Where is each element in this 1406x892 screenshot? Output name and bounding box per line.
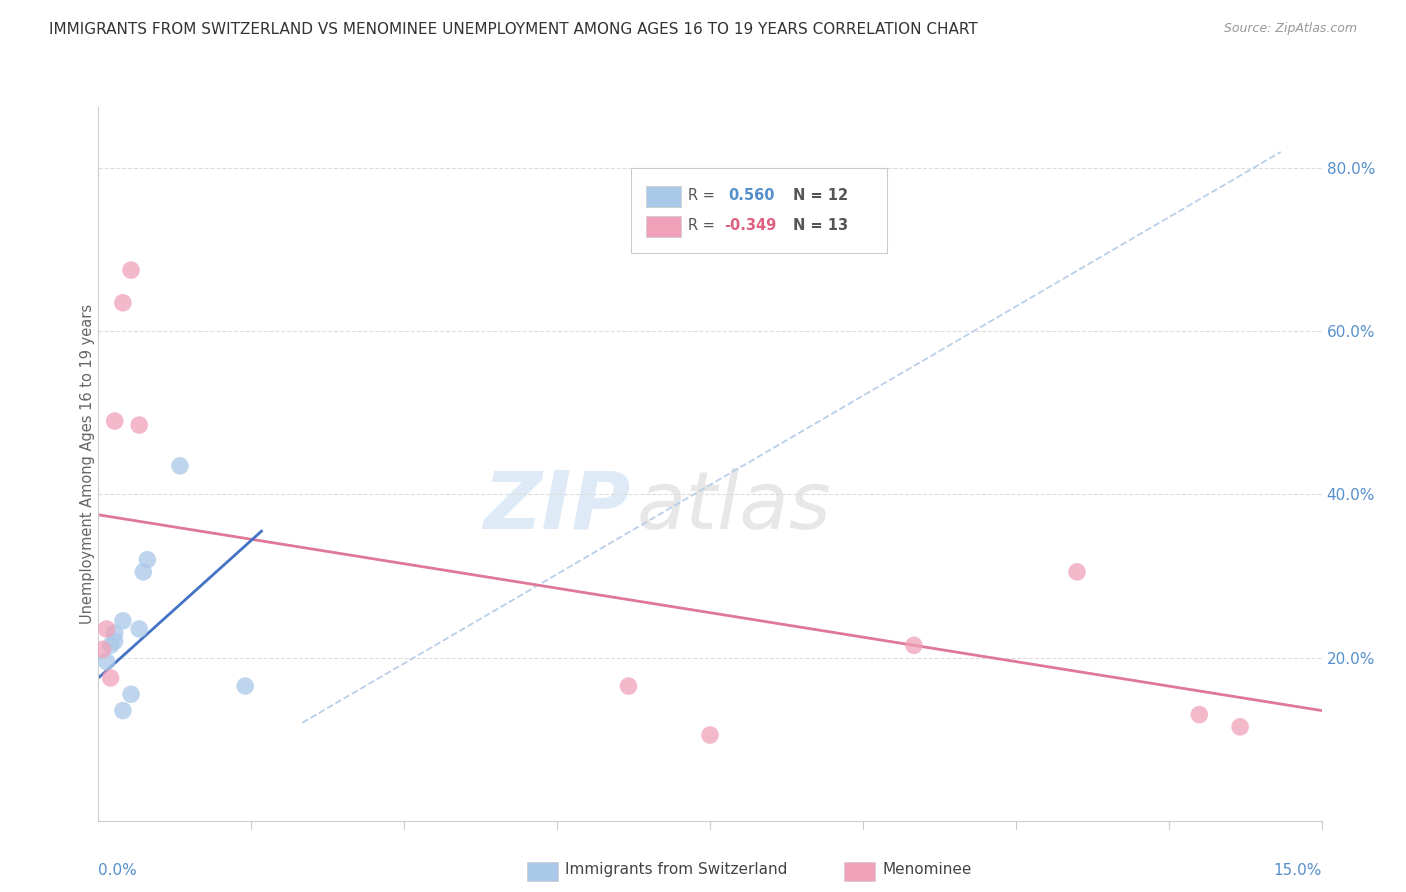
- Point: [233, 679, 256, 693]
- Point: [128, 622, 150, 636]
- Point: [120, 263, 142, 277]
- Point: [104, 414, 127, 428]
- FancyBboxPatch shape: [647, 186, 681, 207]
- Text: R =: R =: [688, 218, 720, 233]
- Text: atlas: atlas: [637, 467, 831, 546]
- Point: [91, 642, 114, 657]
- Text: R =: R =: [688, 188, 724, 203]
- Text: 0.0%: 0.0%: [98, 863, 138, 879]
- FancyBboxPatch shape: [647, 216, 681, 237]
- Point: [96, 655, 118, 669]
- Point: [903, 638, 925, 652]
- Point: [111, 704, 134, 718]
- Point: [132, 565, 155, 579]
- Point: [699, 728, 721, 742]
- Point: [96, 622, 118, 636]
- Point: [104, 626, 127, 640]
- Text: 15.0%: 15.0%: [1274, 863, 1322, 879]
- Point: [100, 671, 122, 685]
- Point: [617, 679, 640, 693]
- Text: Source: ZipAtlas.com: Source: ZipAtlas.com: [1223, 22, 1357, 36]
- Text: N = 12: N = 12: [793, 188, 848, 203]
- Point: [111, 295, 134, 310]
- Point: [136, 552, 159, 566]
- FancyBboxPatch shape: [630, 168, 887, 253]
- Point: [111, 614, 134, 628]
- Point: [100, 638, 122, 652]
- Point: [1188, 707, 1211, 722]
- Text: 0.560: 0.560: [728, 188, 775, 203]
- Text: ZIP: ZIP: [484, 467, 630, 546]
- Point: [1229, 720, 1251, 734]
- Y-axis label: Unemployment Among Ages 16 to 19 years: Unemployment Among Ages 16 to 19 years: [80, 304, 94, 624]
- Point: [1066, 565, 1088, 579]
- Point: [128, 418, 150, 433]
- Text: N = 13: N = 13: [793, 218, 848, 233]
- Point: [104, 634, 127, 648]
- Point: [120, 687, 142, 701]
- Point: [169, 458, 191, 473]
- Text: -0.349: -0.349: [724, 218, 778, 233]
- Text: Menominee: Menominee: [883, 863, 973, 877]
- Text: IMMIGRANTS FROM SWITZERLAND VS MENOMINEE UNEMPLOYMENT AMONG AGES 16 TO 19 YEARS : IMMIGRANTS FROM SWITZERLAND VS MENOMINEE…: [49, 22, 979, 37]
- Text: Immigrants from Switzerland: Immigrants from Switzerland: [565, 863, 787, 877]
